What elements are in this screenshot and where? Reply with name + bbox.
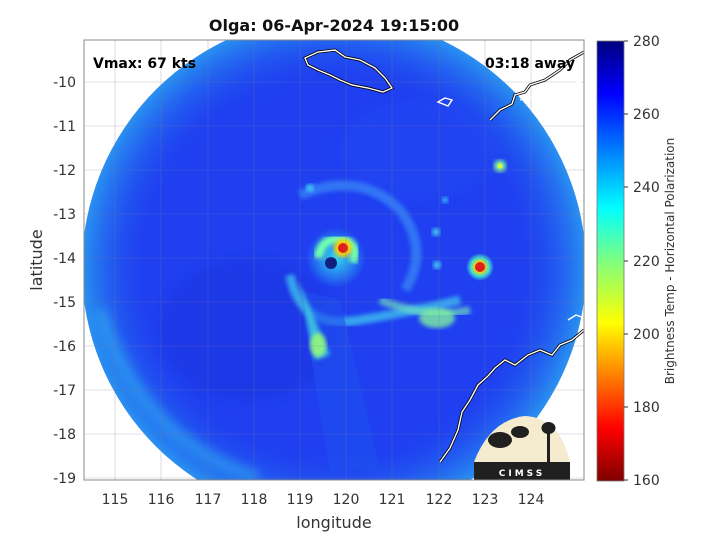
colorbar-tick-label: 200 <box>633 327 660 343</box>
y-tick-label: -15 <box>53 295 76 311</box>
vmax-label: Vmax: 67 kts <box>93 56 196 72</box>
x-tick-label: 123 <box>472 492 499 508</box>
colorbar-tick-label: 180 <box>633 400 660 416</box>
x-tick-label: 117 <box>195 492 222 508</box>
y-tick-label: -10 <box>53 75 76 91</box>
time-offset-label: 03:18 away <box>485 56 575 72</box>
x-tick-label: 120 <box>333 492 360 508</box>
x-tick-label: 124 <box>518 492 545 508</box>
y-tick-label: -13 <box>53 207 76 223</box>
y-tick-label: -19 <box>53 471 76 487</box>
y-axis-label: latitude <box>27 229 46 290</box>
colorbar-tick-label: 240 <box>633 180 660 196</box>
colorbar-label: Brightness Temp - Horizontal Polarizatio… <box>663 138 677 385</box>
x-tick-label: 122 <box>426 492 453 508</box>
plot-frame <box>83 39 585 481</box>
y-tick-labels: -10 -11 -12 -13 -14 -15 -16 -17 -18 -19 <box>53 75 76 487</box>
colorbar-tick-label: 280 <box>633 34 660 50</box>
cimss-logo: CIMSS <box>474 416 570 480</box>
y-tick-label: -16 <box>53 339 76 355</box>
map-title: Olga: 06-Apr-2024 19:15:00 <box>209 16 459 35</box>
colorbar-tick-label: 160 <box>633 473 660 489</box>
y-tick-label: -12 <box>53 163 76 179</box>
colorbar-tick-label: 220 <box>633 254 660 270</box>
x-axis-label: longitude <box>296 513 371 532</box>
y-tick-label: -18 <box>53 427 76 443</box>
y-tick-label: -14 <box>53 251 76 267</box>
x-tick-label: 116 <box>148 492 175 508</box>
cimss-logo-text: CIMSS <box>499 469 545 479</box>
y-tick-label: -11 <box>53 119 76 135</box>
coastlines <box>303 48 584 463</box>
brightness-temp-swath <box>84 40 584 480</box>
colorbar-tick-label: 260 <box>633 107 660 123</box>
x-tick-label: 115 <box>102 492 129 508</box>
x-tick-label: 118 <box>241 492 268 508</box>
x-tick-label: 121 <box>379 492 406 508</box>
x-tick-label: 119 <box>287 492 314 508</box>
x-tick-labels: 115 116 117 118 119 120 121 122 123 124 <box>102 492 545 508</box>
map-grid <box>84 40 584 480</box>
y-tick-label: -17 <box>53 383 76 399</box>
colorbar: 280 260 240 220 200 180 160 Brightness T… <box>596 34 677 489</box>
colorbar-gradient <box>596 40 625 482</box>
